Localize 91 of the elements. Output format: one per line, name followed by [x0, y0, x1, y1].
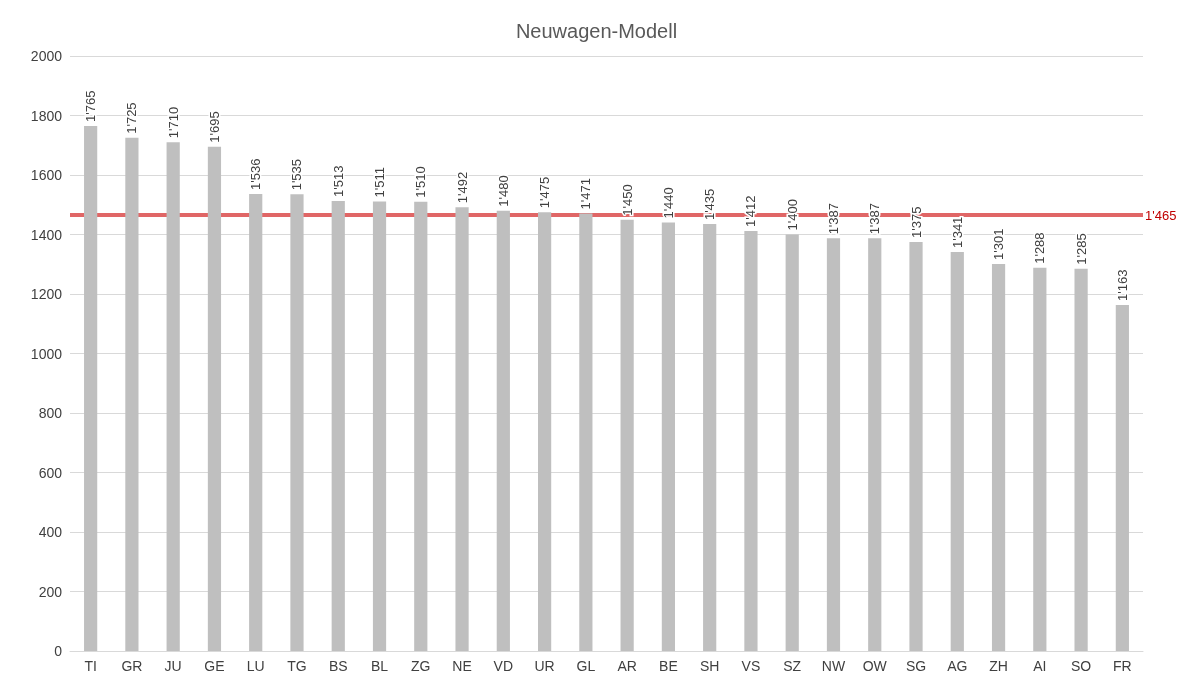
- bar: [826, 238, 841, 651]
- bar: [455, 207, 469, 651]
- data-label: 1'765: [83, 90, 99, 122]
- y-tick-label: 800: [38, 405, 63, 421]
- bar: [785, 234, 799, 651]
- data-label: 1'536: [248, 158, 264, 191]
- y-tick-label: 1400: [30, 226, 63, 243]
- x-tick-label: NE: [452, 658, 472, 674]
- data-label: 1'475: [537, 176, 553, 209]
- bar: [84, 125, 98, 651]
- x-tick-label: SH: [699, 658, 720, 674]
- x-tick-label: BL: [370, 658, 389, 674]
- bar: [950, 252, 964, 651]
- y-tick-label: 1600: [30, 167, 63, 183]
- bar: [249, 194, 263, 651]
- data-label: 1'535: [289, 158, 305, 191]
- bar: [290, 194, 304, 651]
- x-tick-label: GL: [576, 658, 596, 674]
- data-label: 1'412: [743, 195, 759, 227]
- bar: [703, 224, 717, 651]
- x-tick-label: AI: [1033, 658, 1047, 674]
- bar: [579, 213, 593, 651]
- y-tick-label: 600: [38, 464, 63, 481]
- x-tick-label: TG: [287, 658, 307, 674]
- data-label: 1'288: [1032, 232, 1048, 264]
- data-label: 1'511: [372, 167, 388, 198]
- data-label: 1'510: [413, 166, 429, 198]
- bar: [496, 210, 510, 651]
- y-tick-label: 0: [54, 643, 63, 659]
- data-label: 1'710: [165, 106, 181, 139]
- x-tick-label: AG: [947, 658, 968, 674]
- x-tick-label: FR: [1113, 658, 1132, 674]
- bar: [661, 222, 676, 651]
- x-tick-label: OW: [862, 658, 888, 674]
- y-tick-label: 1000: [30, 345, 63, 362]
- data-label: 1'285: [1073, 233, 1089, 265]
- bar: [744, 230, 758, 651]
- data-label: 1'301: [991, 228, 1007, 260]
- x-tick-label: AR: [617, 658, 637, 674]
- y-tick-label: 2000: [30, 48, 63, 64]
- x-tick-label: TI: [84, 658, 97, 674]
- bar: [909, 241, 923, 651]
- data-label: 1'163: [1114, 269, 1130, 302]
- data-label: 1'341: [949, 216, 965, 249]
- data-label: 1'450: [619, 184, 635, 216]
- bar: [331, 200, 345, 651]
- bar: [868, 238, 882, 651]
- data-label: 1'492: [454, 171, 470, 204]
- data-label: 1'375: [908, 206, 924, 238]
- bar: [166, 142, 180, 651]
- chart-title: Neuwagen-Modell: [515, 20, 678, 42]
- bar: [1074, 268, 1088, 651]
- x-tick-label: GE: [204, 658, 225, 674]
- bar: [414, 201, 428, 651]
- bar: [537, 212, 552, 651]
- x-tick-label: BE: [659, 658, 678, 674]
- y-tick-label: 400: [38, 524, 63, 540]
- x-tick-label: ZG: [411, 658, 431, 674]
- bar: [1033, 267, 1047, 651]
- x-tick-label: NW: [821, 658, 846, 674]
- x-tick-label: UR: [534, 658, 555, 674]
- data-label: 1'440: [660, 187, 676, 219]
- data-label: 1'435: [702, 188, 718, 221]
- bar: [991, 263, 1006, 651]
- data-label: 1'471: [578, 177, 594, 210]
- x-tick-label: LU: [246, 658, 265, 674]
- data-label: 1'695: [206, 111, 222, 143]
- x-tick-label: GR: [121, 658, 143, 674]
- y-tick-label: 200: [38, 583, 63, 600]
- data-label: 1'387: [867, 202, 883, 235]
- x-tick-label: SO: [1070, 658, 1092, 674]
- x-tick-label: SG: [905, 658, 927, 674]
- data-label: 1'400: [784, 199, 800, 231]
- bar: [1115, 305, 1129, 651]
- x-tick-label: JU: [164, 658, 182, 674]
- x-tick-label: ZH: [989, 658, 1008, 674]
- bar: [207, 146, 222, 651]
- y-tick-label: 1800: [30, 107, 63, 124]
- bar: [125, 137, 139, 651]
- data-label: 1'725: [124, 102, 140, 134]
- data-label: 1'480: [495, 175, 511, 207]
- data-label: 1'387: [825, 202, 841, 235]
- x-tick-label: SZ: [783, 658, 802, 674]
- x-tick-label: VD: [493, 658, 514, 674]
- x-tick-label: BS: [328, 658, 348, 674]
- bar: [372, 201, 387, 651]
- data-label: 1'513: [330, 165, 346, 197]
- ref-line-label: 1'465: [1145, 207, 1177, 223]
- bar: [620, 219, 634, 651]
- x-tick-label: VS: [741, 658, 761, 674]
- y-tick-label: 1200: [30, 286, 63, 302]
